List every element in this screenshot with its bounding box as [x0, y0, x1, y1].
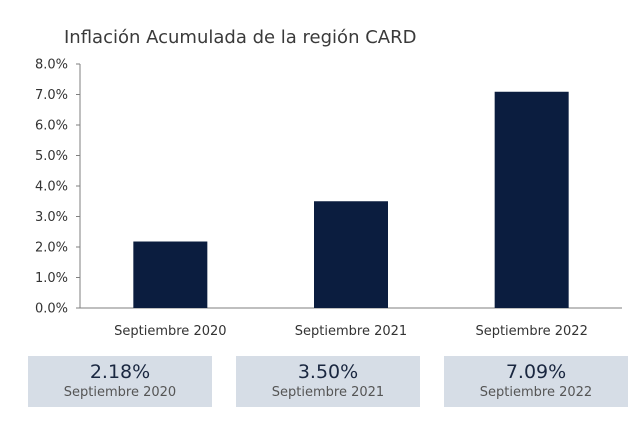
summary-box-2022: 7.09% Septiembre 2022	[444, 356, 628, 407]
summary-value: 7.09%	[505, 361, 567, 383]
y-tick-label: 4.0%	[35, 180, 68, 195]
bar	[494, 91, 569, 308]
summary-label: Septiembre 2022	[479, 385, 593, 400]
summary-label: Septiembre 2020	[63, 385, 177, 400]
summary-value: 2.18%	[89, 361, 151, 383]
bar-chart: 0.0% 1.0% 2.0% 3.0% 4.0% 5.0% 6.0% 7.0% 8.0% Sept…	[35, 58, 622, 339]
y-tick-label: 0.0%	[35, 302, 68, 317]
x-category-label: Septiembre 2021	[295, 324, 407, 339]
summary-label: Septiembre 2021	[271, 385, 385, 400]
y-tick-label: 3.0%	[35, 210, 68, 225]
chart-title: Inflación Acumulada de la región CARD	[64, 27, 417, 48]
y-tick-label: 7.0%	[35, 88, 68, 103]
bar	[314, 201, 388, 308]
x-category-label: Septiembre 2022	[475, 324, 587, 339]
y-tick-label: 8.0%	[35, 58, 68, 73]
summary-box-2020: 2.18% Septiembre 2020	[28, 356, 212, 407]
y-tick-label: 2.0%	[35, 241, 68, 256]
summary-box-2021: 3.50% Septiembre 2021	[236, 356, 420, 407]
summary-value: 3.50%	[297, 361, 359, 383]
bar	[133, 241, 208, 308]
x-category-label: Septiembre 2020	[114, 324, 226, 339]
y-tick-label: 5.0%	[35, 149, 68, 164]
y-tick-label: 6.0%	[35, 119, 68, 134]
y-tick-label: 1.0%	[35, 271, 68, 286]
